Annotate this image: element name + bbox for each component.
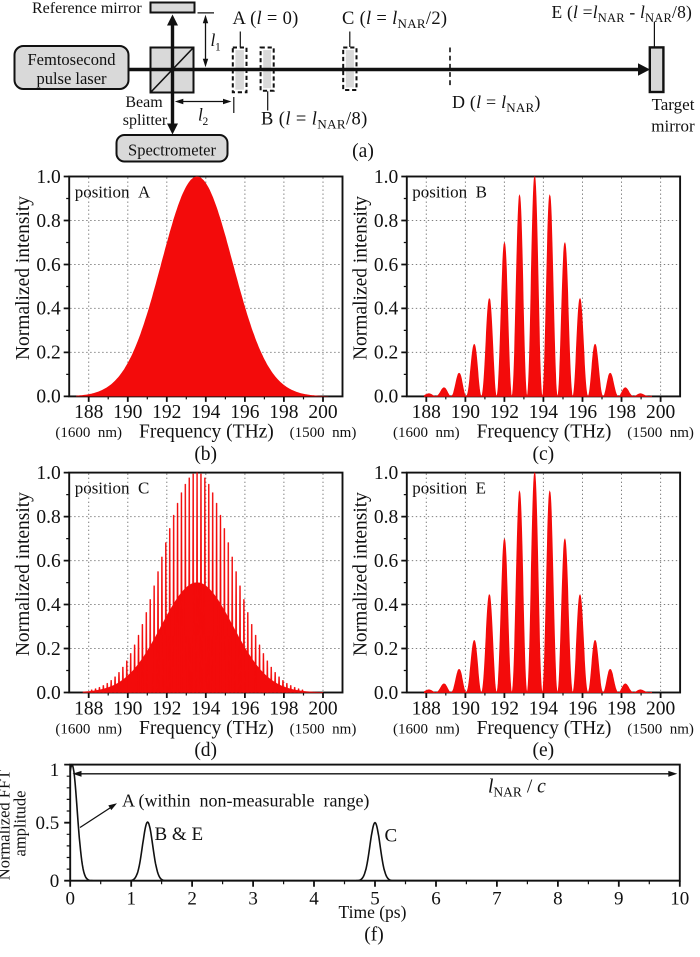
svg-text:lNAR​ / c: lNAR​ / c [488, 777, 546, 800]
svg-text:l: l [198, 105, 203, 125]
svg-text:Reference mirror: Reference mirror [32, 0, 142, 17]
svg-text:mirror: mirror [651, 117, 695, 136]
svg-text:3: 3 [248, 889, 258, 910]
svg-text:position E: position E [412, 479, 486, 498]
svg-text:position B: position B [412, 183, 487, 202]
svg-text:A (l = 0): A (l = 0) [233, 9, 299, 29]
svg-text:1: 1 [215, 42, 221, 54]
svg-text:Spectrometer: Spectrometer [128, 141, 216, 160]
svg-text:Femtosecond: Femtosecond [28, 50, 117, 69]
svg-text:C: C [385, 826, 398, 847]
svg-text:l: l [211, 30, 216, 50]
svg-text:A (within non-measurable ran: A (within non-measurable range) [122, 791, 369, 812]
svg-text:4: 4 [309, 889, 319, 910]
svg-text:1: 1 [126, 889, 136, 910]
svg-text:Normalized FFT: Normalized FFT [0, 770, 14, 880]
svg-text:9: 9 [614, 889, 624, 910]
svg-text:5: 5 [370, 889, 380, 910]
svg-text:C (l = lNAR​/2): C (l = lNAR​/2) [342, 9, 447, 31]
svg-text:0.5: 0.5 [35, 813, 59, 834]
svg-text:(e): (e) [532, 740, 554, 761]
svg-text:amplitude: amplitude [11, 791, 30, 857]
svg-text:position C: position C [75, 479, 150, 498]
svg-text:(d): (d) [194, 740, 217, 761]
svg-text:B (l = lNAR​/8): B (l = lNAR​/8) [261, 110, 368, 132]
svg-text:Target: Target [652, 95, 695, 114]
svg-text:0: 0 [65, 889, 75, 910]
svg-text:Beam: Beam [125, 94, 163, 111]
svg-text:6: 6 [431, 889, 441, 910]
svg-text:splitter: splitter [123, 112, 168, 129]
svg-text:8: 8 [553, 889, 563, 910]
svg-text:(c): (c) [532, 444, 554, 465]
svg-text:2: 2 [187, 889, 197, 910]
svg-text:(a): (a) [352, 141, 374, 162]
svg-text:E (l =lNAR​ - lNAR​/8): E (l =lNAR​ - lNAR​/8) [552, 2, 693, 25]
svg-text:position A: position A [75, 183, 151, 202]
svg-text:(f): (f) [364, 925, 383, 946]
svg-text:Time (ps): Time (ps) [339, 902, 407, 922]
svg-text:pulse laser: pulse laser [36, 69, 107, 88]
svg-text:10: 10 [670, 889, 689, 910]
svg-text:0: 0 [50, 871, 60, 892]
svg-text:D (l = lNAR​): D (l = lNAR​) [452, 92, 541, 115]
svg-text:7: 7 [492, 889, 502, 910]
svg-text:B & E: B & E [155, 824, 204, 845]
svg-text:(b): (b) [194, 444, 217, 465]
svg-text:2: 2 [203, 116, 209, 128]
svg-text:1: 1 [50, 760, 60, 781]
